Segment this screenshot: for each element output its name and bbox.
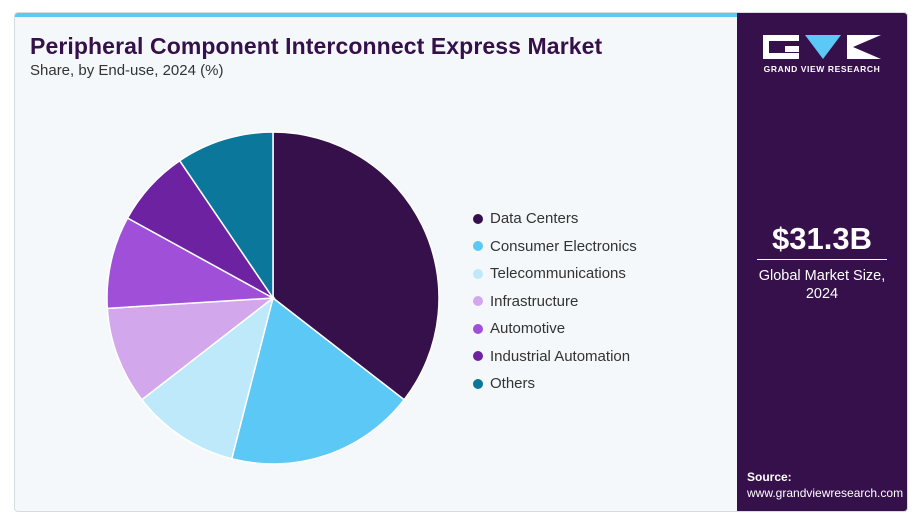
info-panel: GRAND VIEW RESEARCH $31.3B Global Market…: [737, 13, 907, 511]
legend-label: Data Centers: [490, 210, 579, 228]
chart-card: Peripheral Component Interconnect Expres…: [14, 12, 908, 512]
legend-item: Telecommunications: [473, 260, 637, 288]
legend-swatch: [473, 296, 483, 307]
legend-swatch: [473, 378, 483, 389]
pie-slice-automotive: [106, 217, 276, 310]
pie-slice-infrastructure: [106, 297, 276, 401]
legend-swatch: [473, 241, 483, 252]
legend-label: Infrastructure: [490, 292, 579, 310]
legend-item: Infrastructure: [473, 288, 637, 316]
legend-swatch: [473, 351, 483, 362]
legend-item: Consumer Electronics: [473, 233, 637, 261]
legend-swatch: [473, 213, 483, 224]
legend-label: Consumer Electronics: [490, 237, 637, 255]
source-url: www.grandviewresearch.com: [747, 486, 904, 500]
source-label: Source:: [747, 470, 792, 484]
chart-legend: Data Centers Consumer Electronics Telecomm…: [473, 205, 637, 398]
market-size-value: $31.3B: [772, 221, 872, 256]
chart-area: Peripheral Component Interconnect Expres…: [15, 13, 737, 511]
value-divider: [757, 259, 887, 260]
legend-item: Others: [473, 370, 637, 398]
legend-item: Automotive: [473, 315, 637, 343]
legend-label: Industrial Automation: [490, 347, 631, 365]
grand-view-research-logo: [763, 35, 881, 59]
pie-slice-others: [178, 131, 274, 301]
chart-title: Peripheral Component Interconnect Expres…: [30, 33, 603, 59]
chart-subtitle: Share, by End-use, 2024 (%): [30, 62, 224, 79]
pie-slice-consumer-electronics: [230, 296, 406, 465]
legend-swatch: [473, 268, 483, 279]
legend-item: Industrial Automation: [473, 343, 637, 371]
market-size-label: Global Market Size, 2024: [758, 268, 886, 302]
legend-swatch: [473, 323, 483, 334]
legend-item: Data Centers: [473, 205, 637, 233]
accent-bar: [15, 13, 737, 17]
legend-label: Telecommunications: [490, 265, 626, 283]
legend-label: Automotive: [490, 320, 566, 338]
legend-label: Others: [490, 375, 536, 393]
brand-name: GRAND VIEW RESEARCH: [763, 64, 881, 74]
pie-chart: [106, 131, 440, 465]
pie-slice-telecommunications: [140, 296, 275, 460]
pie-slice-data-centers: [272, 131, 440, 401]
